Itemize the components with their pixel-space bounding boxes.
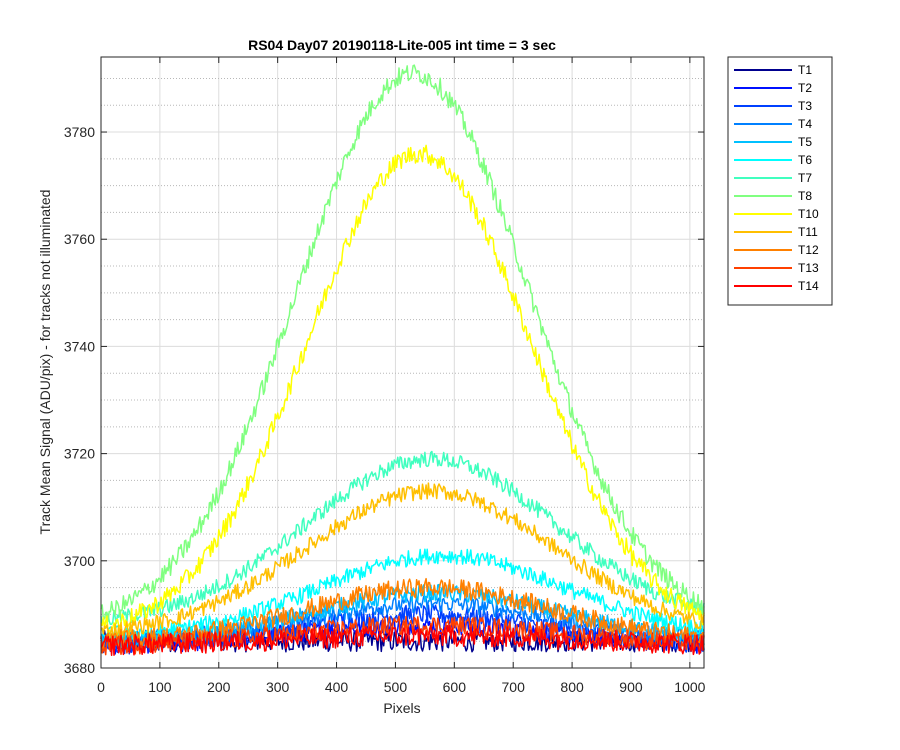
series-lines — [100, 64, 705, 657]
plot-area — [101, 57, 704, 668]
plot-frame — [100, 56, 705, 669]
legend-label-t1: T1 — [798, 63, 812, 77]
y-axis-label: Track Mean Signal (ADU/pix) - for tracks… — [37, 190, 53, 535]
legend-label-t12: T12 — [798, 243, 819, 257]
series-t10 — [100, 144, 705, 635]
legend-label-t2: T2 — [798, 81, 812, 95]
y-tick-label: 3760 — [64, 231, 95, 247]
legend-label-t6: T6 — [798, 153, 812, 167]
legend-label-t4: T4 — [798, 117, 812, 131]
legend-label-t14: T14 — [798, 279, 819, 293]
x-tick-label: 300 — [266, 679, 290, 695]
x-axis-label: Pixels — [383, 700, 420, 716]
series-t11 — [101, 482, 705, 639]
y-tick-label: 3680 — [64, 660, 95, 676]
series-t6 — [100, 548, 705, 642]
legend-label-t5: T5 — [798, 135, 812, 149]
legend: T1 T2 T3 T4 T5 T6 T7 T8 T10 T11 T12 T13 T14 — [727, 56, 833, 306]
legend-label-t7: T7 — [798, 171, 812, 185]
y-tick-label: 3780 — [64, 124, 95, 140]
axes-box — [100, 56, 705, 669]
chart-title: RS04 Day07 20190118-Lite-005 int time = … — [248, 37, 556, 53]
series-t7 — [100, 450, 705, 626]
legend-box — [727, 56, 833, 306]
tick-labels: 0 100 200 300 400 500 600 700 800 900 1000 3680 3700… — [64, 124, 706, 695]
x-tick-label: 800 — [560, 679, 584, 695]
y-tick-label: 3700 — [64, 553, 95, 569]
x-tick-label: 400 — [325, 679, 349, 695]
x-tick-label: 1000 — [674, 679, 705, 695]
x-tick-label: 900 — [619, 679, 643, 695]
x-tick-label: 600 — [443, 679, 467, 695]
legend-label-t13: T13 — [798, 261, 819, 275]
series-t12 — [100, 577, 705, 650]
x-tick-label: 500 — [384, 679, 408, 695]
legend-label-t3: T3 — [798, 99, 812, 113]
series-t8 — [100, 64, 705, 622]
y-tick-label: 3720 — [64, 446, 95, 462]
x-tick-label: 700 — [502, 679, 526, 695]
series-t14 — [100, 624, 705, 657]
x-tick-label: 100 — [148, 679, 172, 695]
x-tick-label: 0 — [97, 679, 105, 695]
legend-label-t10: T10 — [798, 207, 819, 221]
x-tick-label: 200 — [207, 679, 231, 695]
legend-label-t11: T11 — [798, 225, 818, 239]
y-tick-label: 3740 — [64, 338, 95, 354]
legend-label-t8: T8 — [798, 189, 812, 203]
